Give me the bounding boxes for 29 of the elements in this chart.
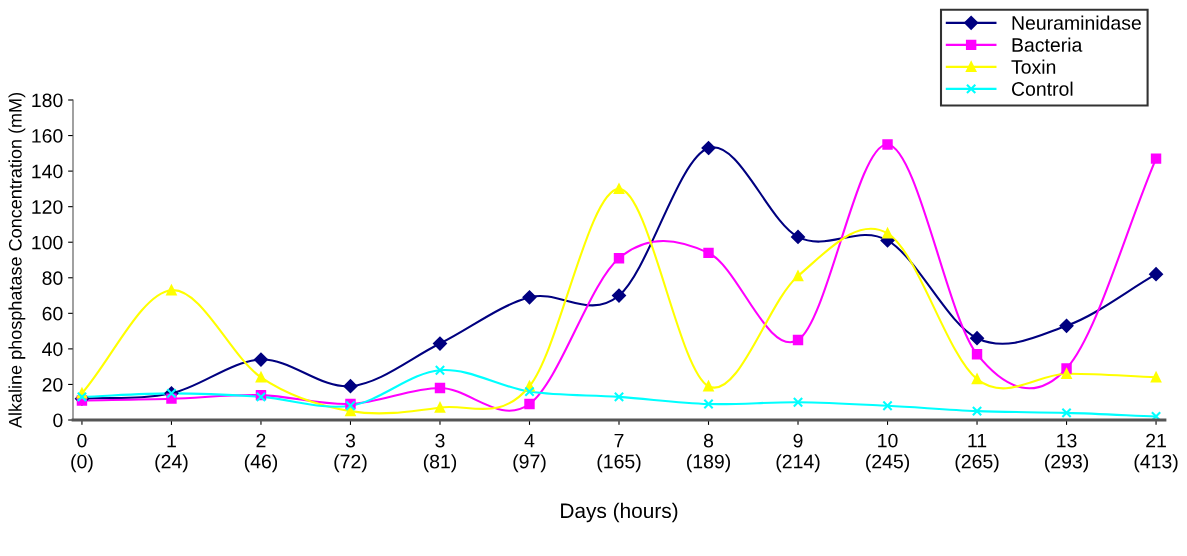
x-tick-label: 3 (72) bbox=[334, 433, 367, 473]
y-tick-label: 80 bbox=[42, 271, 63, 286]
y-axis-title: Alkaline phosphatase Concentration (mM) bbox=[8, 93, 26, 429]
x-tick-label: 21 (413) bbox=[1134, 433, 1178, 473]
x-tick-label: 11 (265) bbox=[955, 433, 999, 473]
y-tick-label: 160 bbox=[32, 129, 63, 143]
x-tick-label: 10 (245) bbox=[866, 433, 910, 473]
x-tick-label: 2 (46) bbox=[244, 433, 278, 473]
x-tick-label: 0 (0) bbox=[71, 433, 93, 473]
x-tick-label: 4 (97) bbox=[513, 433, 546, 473]
legend-label: Control bbox=[1011, 81, 1073, 96]
y-tick-label: 40 bbox=[42, 342, 63, 357]
y-tick-label: 20 bbox=[42, 377, 63, 392]
x-tick-label: 3 (81) bbox=[423, 433, 457, 473]
y-tick-label: 120 bbox=[32, 200, 63, 214]
y-tick-label: 0 bbox=[53, 413, 63, 428]
y-tick-label: 60 bbox=[42, 306, 63, 321]
legend-label: Neuraminidase bbox=[1012, 15, 1141, 30]
legend-label: Bacteria bbox=[1012, 37, 1083, 52]
legend-label: Toxin bbox=[1011, 59, 1056, 74]
x-tick-label: 13 (293) bbox=[1045, 433, 1089, 473]
x-tick-label: 9 (214) bbox=[776, 433, 820, 473]
x-tick-label: 7 (165) bbox=[597, 433, 641, 473]
x-axis-title: Days (hours) bbox=[561, 502, 678, 523]
y-tick-label: 180 bbox=[32, 93, 63, 108]
x-tick-label: 1 (24) bbox=[155, 433, 188, 473]
x-tick-label: 8 (189) bbox=[687, 433, 730, 473]
y-tick-label: 140 bbox=[32, 164, 63, 179]
y-tick-label: 100 bbox=[32, 235, 63, 250]
